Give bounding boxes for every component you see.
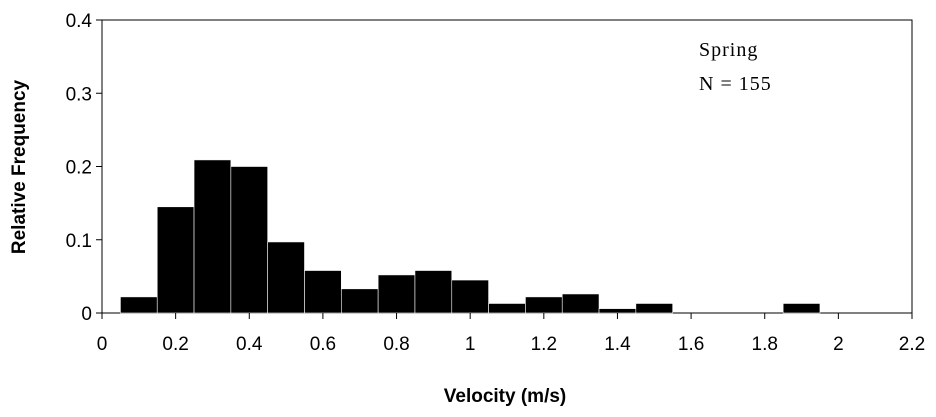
chart-annotations: Spring N = 155 xyxy=(699,39,772,95)
y-tick-label: 0.3 xyxy=(66,84,92,105)
histogram-bar xyxy=(120,296,158,314)
x-tick-label: 1.4 xyxy=(604,334,631,355)
histogram-bars xyxy=(120,159,821,314)
histogram-bar xyxy=(561,293,600,314)
histogram-bar xyxy=(267,241,305,314)
y-tick-label: 0.1 xyxy=(66,231,92,252)
y-tick-label: 0 xyxy=(81,304,92,325)
histogram-bar xyxy=(304,270,342,314)
annotation-sample-size: N = 155 xyxy=(699,73,772,95)
x-tick-label: 0.6 xyxy=(310,334,336,355)
x-axis: 0 0.2 0.4 0.6 0.8 1 1.2 1.4 1.6 1.8 2 2.2 xyxy=(97,313,925,355)
histogram-bar xyxy=(341,288,379,314)
histogram-bar xyxy=(230,166,268,314)
histogram-bar xyxy=(598,308,637,314)
x-tick-label: 1 xyxy=(465,334,476,355)
histogram-bar xyxy=(414,270,453,314)
x-tick-label: 0.4 xyxy=(236,334,263,355)
x-tick-label: 2 xyxy=(833,334,844,355)
histogram-bar xyxy=(782,303,821,314)
x-tick-label: 1.2 xyxy=(531,334,557,355)
histogram-bar xyxy=(156,206,195,314)
x-tick-label: 0.2 xyxy=(162,334,188,355)
y-tick-label: 0.4 xyxy=(66,11,93,32)
y-axis: 0 0.1 0.2 0.3 0.4 xyxy=(66,11,102,325)
histogram-bar xyxy=(451,279,489,314)
histogram-bar xyxy=(488,303,526,314)
x-tick-label: 1.8 xyxy=(752,334,778,355)
x-tick-label: 2.2 xyxy=(899,334,925,355)
x-tick-label: 0.8 xyxy=(383,334,409,355)
y-tick-label: 0.2 xyxy=(66,158,92,179)
histogram-bar xyxy=(525,296,563,314)
histogram-bar xyxy=(377,274,416,314)
y-axis-title: Relative Frequency xyxy=(9,79,30,254)
x-axis-title: Velocity (m/s) xyxy=(444,386,567,407)
x-tick-label: 0 xyxy=(97,334,108,355)
annotation-season: Spring xyxy=(699,39,758,61)
histogram-bar xyxy=(193,159,232,314)
histogram-bar xyxy=(635,303,673,314)
x-tick-label: 1.6 xyxy=(678,334,704,355)
